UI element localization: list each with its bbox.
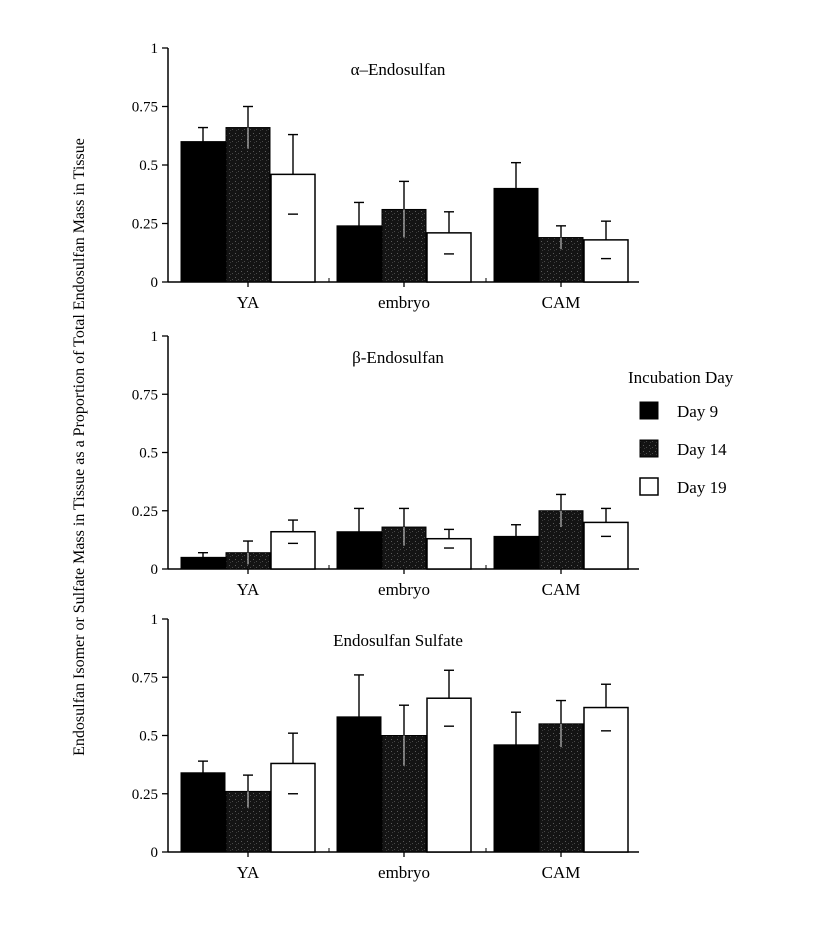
chart-title: Endosulfan Sulfate (333, 631, 463, 650)
y-tick-label: 0.75 (132, 387, 158, 403)
panel-beta-endosulfan: β-Endosulfan 0 0.25 0.5 0.75 1 YA embryo CAM (132, 329, 639, 599)
y-axis-label: Endosulfan Isomer or Sulfate Mass in Tis… (71, 138, 88, 756)
legend: Incubation Day Day 9 Day 14 Day 19 (628, 368, 734, 497)
bar-day-9-cam (493, 535, 539, 570)
bar-day-9-embryo (336, 225, 382, 283)
y-tick-label: 0 (151, 845, 159, 861)
y-tick-label: 0.5 (139, 446, 158, 462)
bar-day-19-embryo (426, 537, 472, 570)
legend-swatch-day-9 (639, 401, 659, 420)
bar-day-9-ya (180, 141, 226, 283)
y-tick-label: 0.75 (132, 670, 158, 686)
legend-item-day-9: Day 9 (639, 401, 718, 421)
panel-endosulfan-sulfate: Endosulfan Sulfate 0 0.25 0.5 0.75 1 YA embryo C… (132, 612, 639, 882)
y-tick-label: 0 (151, 562, 159, 578)
legend-label-day-19: Day 19 (677, 478, 727, 497)
category-label-cam: CAM (542, 580, 581, 599)
category-label-embryo: embryo (378, 863, 430, 882)
bar-day-9-ya (180, 556, 226, 570)
y-tick-label: 0.25 (132, 787, 158, 803)
legend-swatch-day-14 (639, 439, 659, 458)
bar-day-19-ya (270, 762, 316, 853)
bar-day-19-ya (270, 173, 316, 283)
y-tick-label: 0.5 (139, 729, 158, 745)
bar-day-19-ya (270, 530, 316, 570)
y-tick-label: 0.75 (132, 100, 158, 116)
bar-day-19-cam (583, 706, 629, 853)
y-tick-label: 1 (151, 612, 159, 628)
category-label-cam: CAM (542, 293, 581, 312)
bar-day-9-embryo (336, 716, 382, 853)
legend-swatch-day-19 (639, 477, 659, 496)
y-tick-label: 1 (151, 41, 159, 57)
bar-day-9-cam (493, 187, 539, 283)
y-tick-label: 0.25 (132, 504, 158, 520)
bar-day-19-cam (583, 521, 629, 570)
y-tick-label: 0 (151, 275, 159, 291)
category-label-cam: CAM (542, 863, 581, 882)
y-tick-label: 1 (151, 329, 159, 345)
panel-alpha-endosulfan: α–Endosulfan 0 0.25 0.5 0.75 1 YA embryo CAM (132, 41, 639, 312)
category-label-embryo: embryo (378, 293, 430, 312)
chart-title: β-Endosulfan (352, 348, 444, 367)
bar-day-19-embryo (426, 232, 472, 283)
y-tick-label: 0.25 (132, 217, 158, 233)
category-label-embryo: embryo (378, 580, 430, 599)
chart-title: α–Endosulfan (351, 60, 446, 79)
legend-label-day-9: Day 9 (677, 402, 718, 421)
bar-day-9-embryo (336, 531, 382, 570)
legend-title: Incubation Day (628, 368, 734, 387)
category-label-ya: YA (237, 863, 260, 882)
bar-day-9-cam (493, 744, 539, 853)
category-label-ya: YA (237, 580, 260, 599)
bar-day-9-ya (180, 772, 226, 853)
legend-item-day-19: Day 19 (639, 477, 727, 497)
y-tick-label: 0.5 (139, 158, 158, 174)
bar-day-19-embryo (426, 697, 472, 853)
bar-day-19-cam (583, 239, 629, 283)
category-label-ya: YA (237, 293, 260, 312)
legend-label-day-14: Day 14 (677, 440, 727, 459)
bar-day-14-ya (225, 127, 271, 283)
legend-item-day-14: Day 14 (639, 439, 727, 459)
